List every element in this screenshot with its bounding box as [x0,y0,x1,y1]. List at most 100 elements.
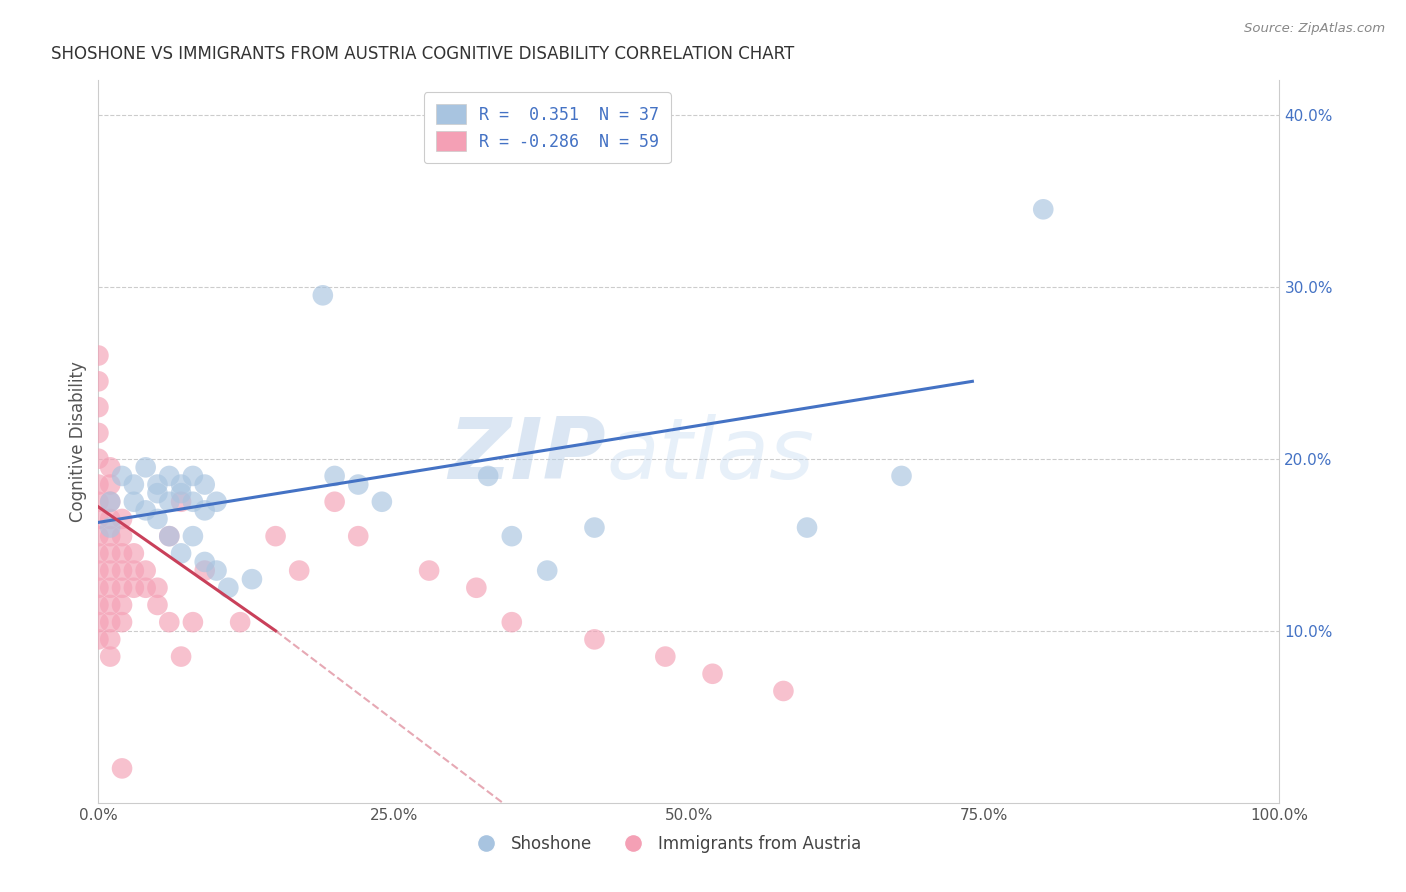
Point [98,564,121,578]
Point [229,615,252,630]
Point [146,486,169,500]
Point [98,494,121,508]
Point [181,615,204,630]
Point [371,494,394,508]
Point [157,529,180,543]
Point [98,520,121,534]
Point [264,529,287,543]
Point [654,649,676,664]
Point [418,564,440,578]
Point [583,520,606,534]
Point [87,425,110,440]
Point [87,375,110,389]
Point [181,494,204,508]
Point [181,469,204,483]
Point [796,520,818,534]
Point [157,529,180,543]
Point [111,761,134,775]
Point [111,546,134,560]
Point [194,555,217,569]
Point [146,512,169,526]
Point [347,529,370,543]
Point [87,615,110,630]
Point [157,494,180,508]
Point [146,581,169,595]
Point [87,451,110,466]
Point [98,615,121,630]
Point [890,469,912,483]
Point [122,564,145,578]
Legend: Shoshone, Immigrants from Austria: Shoshone, Immigrants from Austria [463,828,869,860]
Point [122,494,145,508]
Point [536,564,558,578]
Point [135,460,157,475]
Point [323,469,346,483]
Point [111,598,134,612]
Point [702,666,724,681]
Point [87,512,110,526]
Point [122,581,145,595]
Point [170,546,193,560]
Point [205,494,228,508]
Point [135,581,157,595]
Point [170,494,193,508]
Point [122,477,145,491]
Point [87,494,110,508]
Point [194,503,217,517]
Point [157,615,180,630]
Point [323,494,346,508]
Point [1032,202,1054,217]
Text: Source: ZipAtlas.com: Source: ZipAtlas.com [1244,22,1385,36]
Y-axis label: Cognitive Disability: Cognitive Disability [69,361,87,522]
Point [98,581,121,595]
Point [205,564,228,578]
Point [146,598,169,612]
Point [87,581,110,595]
Point [170,486,193,500]
Point [157,469,180,483]
Point [217,581,239,595]
Point [170,477,193,491]
Point [122,546,145,560]
Point [98,546,121,560]
Text: SHOSHONE VS IMMIGRANTS FROM AUSTRIA COGNITIVE DISABILITY CORRELATION CHART: SHOSHONE VS IMMIGRANTS FROM AUSTRIA COGN… [51,45,794,63]
Point [98,477,121,491]
Point [111,512,134,526]
Point [194,477,217,491]
Point [111,469,134,483]
Point [240,572,263,586]
Point [111,529,134,543]
Text: atlas: atlas [606,415,814,498]
Point [772,684,794,698]
Point [87,349,110,363]
Point [111,564,134,578]
Point [87,546,110,560]
Point [583,632,606,647]
Point [347,477,370,491]
Point [98,598,121,612]
Point [194,564,217,578]
Point [312,288,335,302]
Point [170,649,193,664]
Point [288,564,311,578]
Text: ZIP: ZIP [449,415,606,498]
Point [98,460,121,475]
Point [111,615,134,630]
Point [87,632,110,647]
Point [501,615,523,630]
Point [87,400,110,414]
Point [98,512,121,526]
Point [87,598,110,612]
Point [98,494,121,508]
Point [465,581,488,595]
Point [477,469,499,483]
Point [87,529,110,543]
Point [135,503,157,517]
Point [87,564,110,578]
Point [135,564,157,578]
Point [181,529,204,543]
Point [98,649,121,664]
Point [98,632,121,647]
Point [111,581,134,595]
Point [98,529,121,543]
